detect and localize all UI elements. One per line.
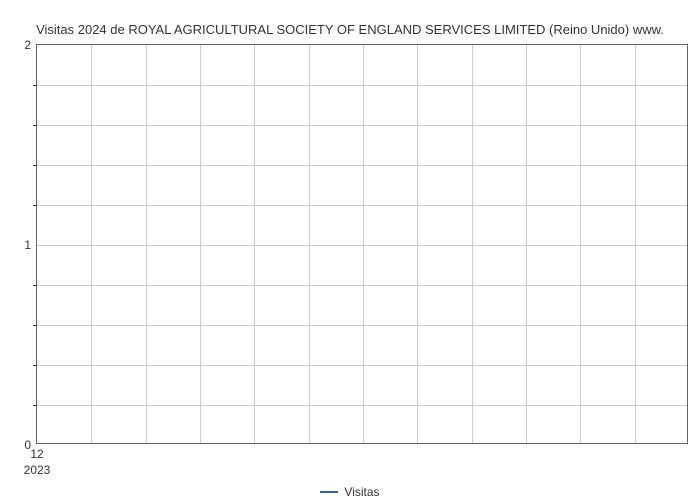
y-minor-tick (33, 165, 37, 166)
chart-title-line1: Visitas 2024 de ROYAL AGRICULTURAL SOCIE… (36, 22, 664, 37)
gridline-horizontal (37, 85, 687, 86)
gridline-horizontal (37, 205, 687, 206)
gridline-horizontal (37, 365, 687, 366)
gridline-vertical (580, 45, 581, 443)
gridline-vertical (472, 45, 473, 443)
legend-item-visitas: Visitas (320, 485, 379, 499)
plot-area: 012122023 (36, 44, 688, 444)
gridline-horizontal (37, 245, 687, 246)
gridline-horizontal (37, 165, 687, 166)
y-minor-tick (33, 405, 37, 406)
gridline-vertical (200, 45, 201, 443)
y-minor-tick (33, 325, 37, 326)
y-tick-label: 2 (24, 38, 31, 52)
legend-label: Visitas (344, 485, 379, 499)
x-group-label: 2023 (24, 463, 51, 477)
y-minor-tick (33, 205, 37, 206)
y-minor-tick (33, 125, 37, 126)
legend-swatch (320, 491, 338, 493)
gridline-vertical (254, 45, 255, 443)
legend: Visitas (0, 482, 700, 499)
gridline-vertical (91, 45, 92, 443)
visits-chart: Visitas 2024 de ROYAL AGRICULTURAL SOCIE… (0, 0, 700, 500)
gridline-vertical (309, 45, 310, 443)
y-tick-label: 1 (24, 238, 31, 252)
y-minor-tick (33, 365, 37, 366)
gridline-horizontal (37, 285, 687, 286)
y-minor-tick (33, 285, 37, 286)
gridline-vertical (146, 45, 147, 443)
gridline-horizontal (37, 125, 687, 126)
x-tick-label: 12 (30, 447, 43, 461)
gridline-horizontal (37, 405, 687, 406)
gridline-vertical (417, 45, 418, 443)
gridline-vertical (635, 45, 636, 443)
y-minor-tick (33, 85, 37, 86)
gridline-vertical (363, 45, 364, 443)
gridline-horizontal (37, 325, 687, 326)
gridline-vertical (526, 45, 527, 443)
